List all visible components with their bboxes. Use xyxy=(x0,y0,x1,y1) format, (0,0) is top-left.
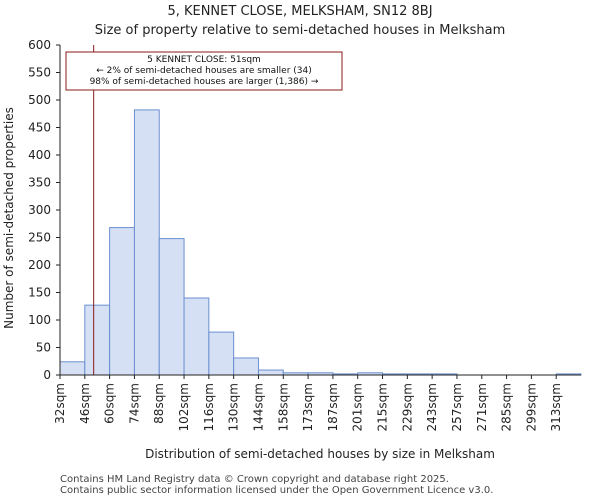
x-tick-label: 60sqm xyxy=(103,383,117,424)
x-tick-label: 271sqm xyxy=(475,383,489,431)
x-tick-label: 32sqm xyxy=(53,383,67,424)
chart-title: 5, KENNET CLOSE, MELKSHAM, SN12 8BJ xyxy=(167,4,433,19)
x-tick-label: 74sqm xyxy=(127,383,141,424)
y-tick-label: 150 xyxy=(28,286,51,300)
x-tick-label: 257sqm xyxy=(450,383,464,431)
x-ticks-group: 32sqm 46sqm 60sqm 74sqm 88sqm 102sqm 116sqm 130… xyxy=(53,375,563,431)
chart-subtitle: Size of property relative to semi-detach… xyxy=(94,23,506,38)
x-tick-label: 299sqm xyxy=(524,383,538,431)
x-tick-label: 46sqm xyxy=(78,383,92,424)
annotation-line-1: 5 KENNET CLOSE: 51sqm xyxy=(147,55,261,65)
bar-60sqm xyxy=(109,227,135,376)
bars-group xyxy=(59,109,582,376)
bar-46sqm xyxy=(84,304,111,376)
y-tick-label: 400 xyxy=(28,148,51,162)
bar-102sqm xyxy=(183,297,210,376)
footer-licence: Contains public sector information licen… xyxy=(60,485,494,496)
bar-88sqm xyxy=(158,238,185,376)
x-tick-label: 158sqm xyxy=(276,383,290,431)
annotation-box xyxy=(65,51,343,91)
x-tick-label: 313sqm xyxy=(549,383,563,431)
bar-32sqm xyxy=(59,361,86,376)
y-tick-label: 250 xyxy=(28,231,51,245)
bar-74sqm xyxy=(133,109,160,376)
x-tick-label: 215sqm xyxy=(376,383,390,431)
histogram-chart: 5 KENNET CLOSE: 51sqm← 2% of semi-detach… xyxy=(2,38,582,461)
x-tick-label: 187sqm xyxy=(326,383,340,431)
x-tick-label: 285sqm xyxy=(500,383,514,431)
y-tick-label: 300 xyxy=(28,203,51,217)
annotation-line-2: ← 2% of semi-detached houses are smaller… xyxy=(96,66,312,76)
x-tick-label: 201sqm xyxy=(351,383,365,431)
x-axis-label: Distribution of semi-detached houses by … xyxy=(145,447,495,461)
x-tick-label: 173sqm xyxy=(301,383,315,431)
bar-130sqm xyxy=(233,357,259,376)
x-tick-label: 130sqm xyxy=(227,383,241,431)
footer-copyright: Contains HM Land Registry data © Crown c… xyxy=(60,474,449,485)
y-tick-label: 0 xyxy=(43,368,51,382)
y-axis-label: Number of semi-detached properties xyxy=(2,107,16,329)
property-marker-group: 5 KENNET CLOSE: 51sqm← 2% of semi-detach… xyxy=(65,45,343,375)
y-ticks-group: 0 50 100 150 200 250 300 350 400 450 500 550 600 xyxy=(28,38,60,382)
y-tick-label: 200 xyxy=(28,258,51,272)
y-tick-label: 550 xyxy=(28,66,51,80)
x-tick-label: 144sqm xyxy=(251,383,265,431)
y-tick-label: 450 xyxy=(28,121,51,135)
y-tick-label: 500 xyxy=(28,93,51,107)
y-tick-label: 50 xyxy=(36,341,51,355)
x-tick-label: 229sqm xyxy=(400,383,414,431)
x-tick-label: 88sqm xyxy=(152,383,166,424)
y-tick-label: 350 xyxy=(28,176,51,190)
x-tick-label: 102sqm xyxy=(177,383,191,431)
x-tick-label: 243sqm xyxy=(425,383,439,431)
bar-144sqm xyxy=(257,369,284,376)
annotation-line-3: 98% of semi-detached houses are larger (… xyxy=(90,77,319,87)
bar-116sqm xyxy=(208,331,235,376)
y-tick-label: 600 xyxy=(28,38,51,52)
x-tick-label: 116sqm xyxy=(202,383,216,431)
y-tick-label: 100 xyxy=(28,313,51,327)
